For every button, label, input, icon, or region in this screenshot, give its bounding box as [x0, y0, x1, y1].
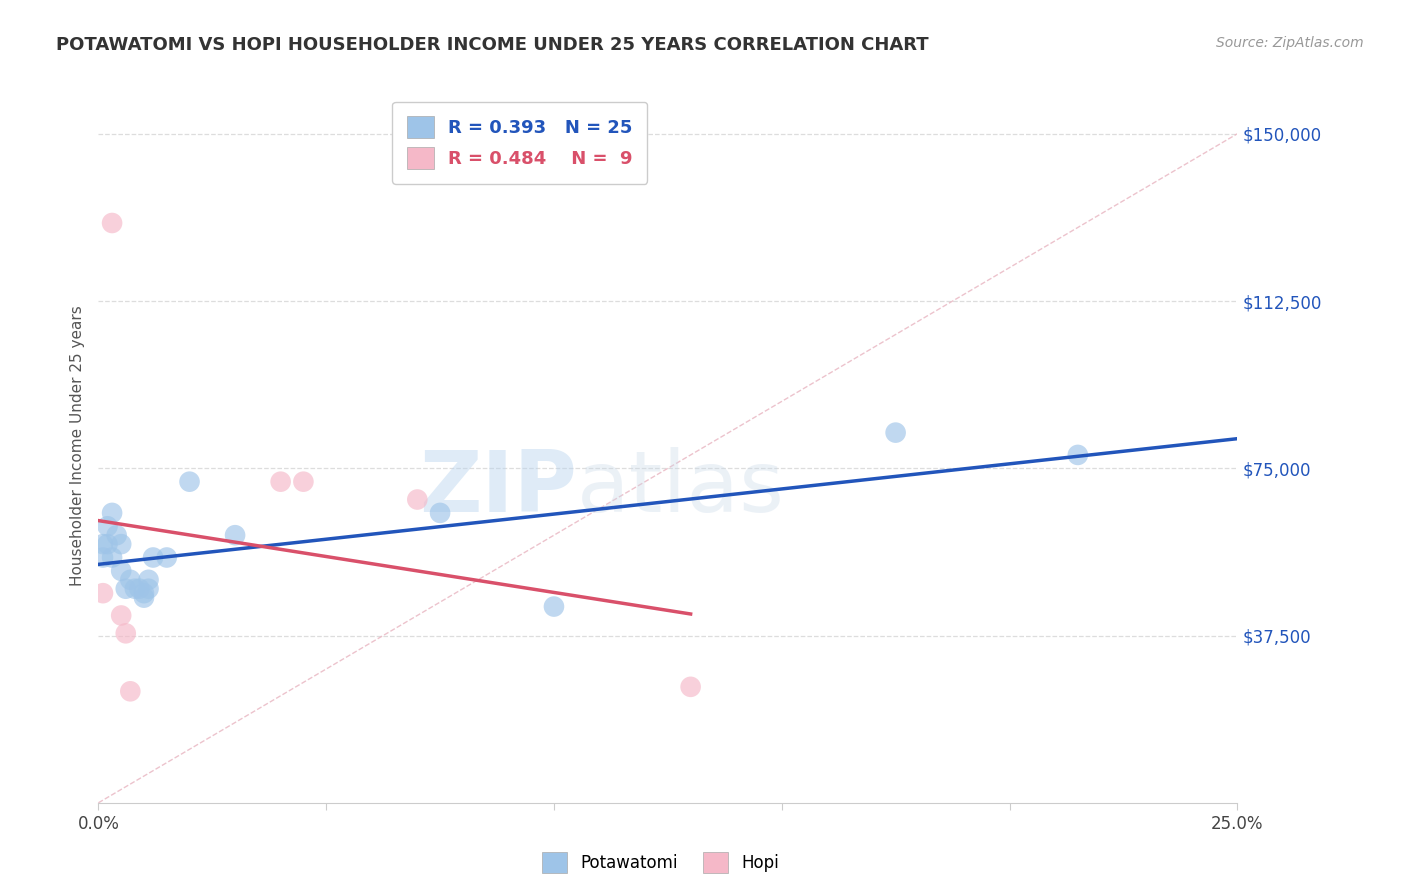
- Point: [138, 573, 160, 587]
- Point: [114, 626, 136, 640]
- Y-axis label: Householder Income Under 25 years: Householder Income Under 25 years: [69, 306, 84, 586]
- Point: [91, 586, 114, 600]
- Legend: Potawatomi, Hopi: Potawatomi, Hopi: [536, 846, 786, 880]
- Point: [120, 573, 142, 587]
- Point: [114, 582, 136, 596]
- Point: [543, 599, 565, 614]
- Point: [179, 475, 201, 489]
- Point: [679, 680, 702, 694]
- Point: [128, 582, 150, 596]
- Point: [96, 519, 118, 533]
- Point: [406, 492, 429, 507]
- Point: [91, 537, 114, 551]
- Point: [429, 506, 451, 520]
- Point: [110, 537, 132, 551]
- Point: [884, 425, 907, 440]
- Point: [110, 608, 132, 623]
- Point: [101, 550, 124, 565]
- Point: [156, 550, 179, 565]
- Point: [124, 582, 146, 596]
- Point: [132, 591, 155, 605]
- Legend: R = 0.393   N = 25, R = 0.484    N =  9: R = 0.393 N = 25, R = 0.484 N = 9: [392, 102, 647, 184]
- Text: POTAWATOMI VS HOPI HOUSEHOLDER INCOME UNDER 25 YEARS CORRELATION CHART: POTAWATOMI VS HOPI HOUSEHOLDER INCOME UN…: [56, 36, 929, 54]
- Point: [101, 216, 124, 230]
- Point: [101, 506, 124, 520]
- Point: [270, 475, 292, 489]
- Point: [96, 537, 118, 551]
- Point: [1067, 448, 1090, 462]
- Point: [91, 550, 114, 565]
- Point: [292, 475, 315, 489]
- Point: [110, 564, 132, 578]
- Point: [142, 550, 165, 565]
- Text: Source: ZipAtlas.com: Source: ZipAtlas.com: [1216, 36, 1364, 50]
- Point: [120, 684, 142, 698]
- Text: ZIP: ZIP: [419, 447, 576, 531]
- Point: [105, 528, 128, 542]
- Point: [132, 586, 155, 600]
- Point: [138, 582, 160, 596]
- Text: atlas: atlas: [576, 447, 785, 531]
- Point: [224, 528, 246, 542]
